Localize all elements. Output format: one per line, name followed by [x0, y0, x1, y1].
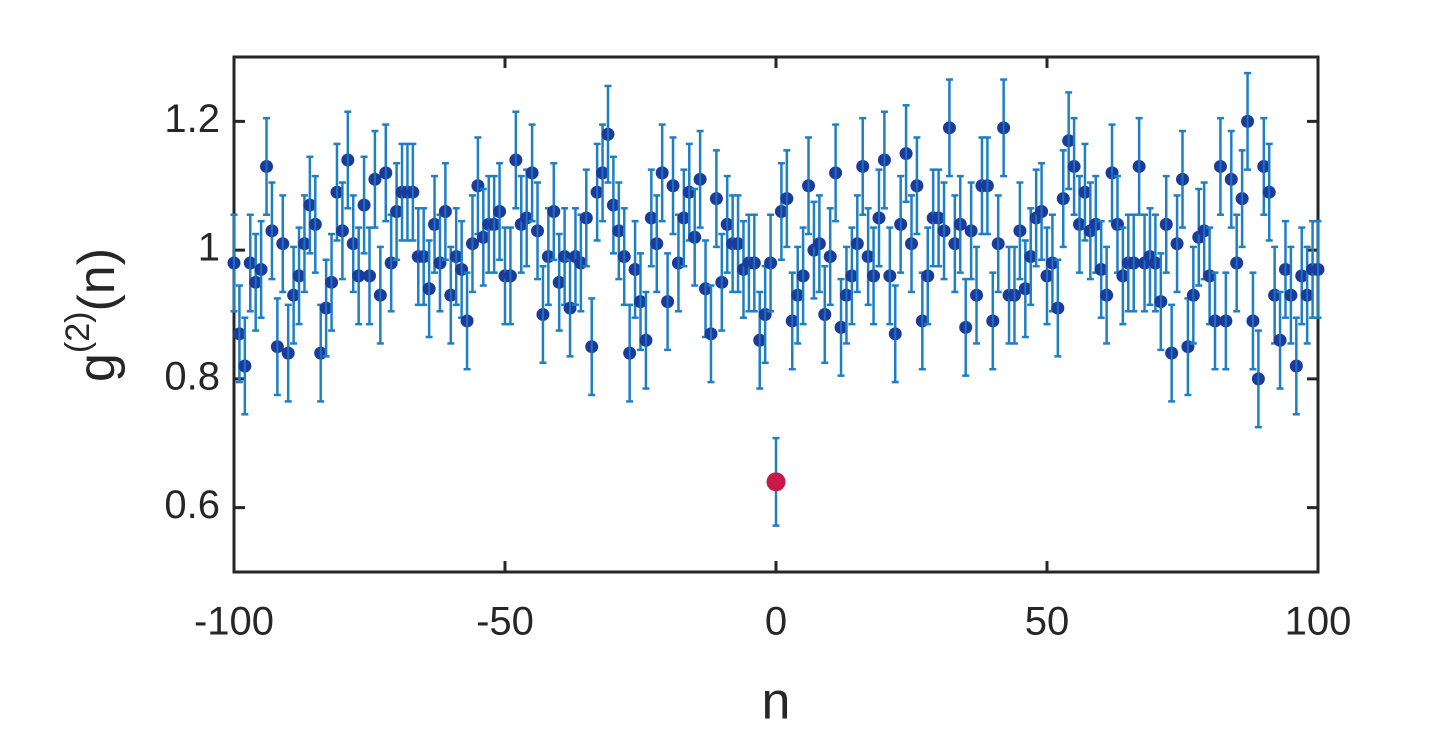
y-axis-label: g(2)(n) — [59, 248, 126, 382]
y-label-base: g — [68, 353, 126, 382]
y-tick-label: 1.2 — [164, 97, 220, 141]
x-tick-label: 0 — [765, 600, 787, 644]
y-label-rest: (n) — [68, 248, 126, 312]
x-tick-label: 50 — [1025, 600, 1070, 644]
y-tick-label: 1 — [198, 226, 220, 270]
x-axis-label: n — [762, 673, 791, 731]
y-tick-label: 0.8 — [164, 354, 220, 398]
x-tick-label: -50 — [476, 600, 534, 644]
point — [766, 472, 786, 492]
y-tick-label: 0.6 — [164, 483, 220, 527]
y-label-sup: (2) — [59, 312, 97, 354]
x-tick-label: -100 — [194, 600, 274, 644]
x-tick-label: 100 — [1285, 600, 1352, 644]
